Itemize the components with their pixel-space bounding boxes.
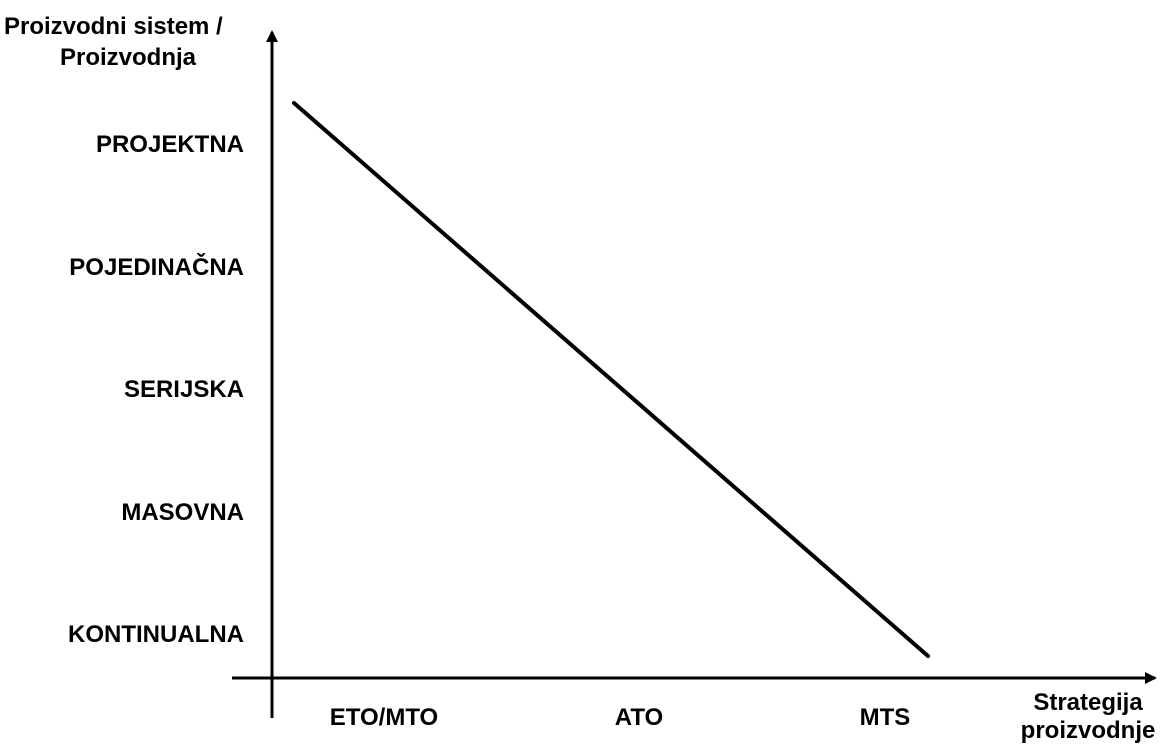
x-tick-label-mts: MTS <box>860 704 911 731</box>
x-tick-label-ato: ATO <box>615 704 663 731</box>
y-tick-label-serijska: SERIJSKA <box>124 376 244 403</box>
y-tick-label-masovna: MASOVNA <box>121 499 244 526</box>
x-tick-label-eto-mto: ETO/MTO <box>330 704 438 731</box>
x-axis-title-line-2: proizvodnje <box>1021 717 1156 744</box>
series-layer <box>292 101 930 658</box>
x-axis-title-line-1: Strategija <box>1033 689 1143 716</box>
y-tick-label-pojedinacna: POJEDINAČNA <box>69 253 244 281</box>
y-axis-title-line-2: Proizvodnja <box>60 44 197 71</box>
y-tick-label-projektna: PROJEKTNA <box>96 131 244 158</box>
series-line-segment <box>292 101 930 658</box>
y-axis-title-line-1: Proizvodni sistem / <box>4 13 223 40</box>
y-tick-label-kontinualna: KONTINUALNA <box>68 621 244 648</box>
